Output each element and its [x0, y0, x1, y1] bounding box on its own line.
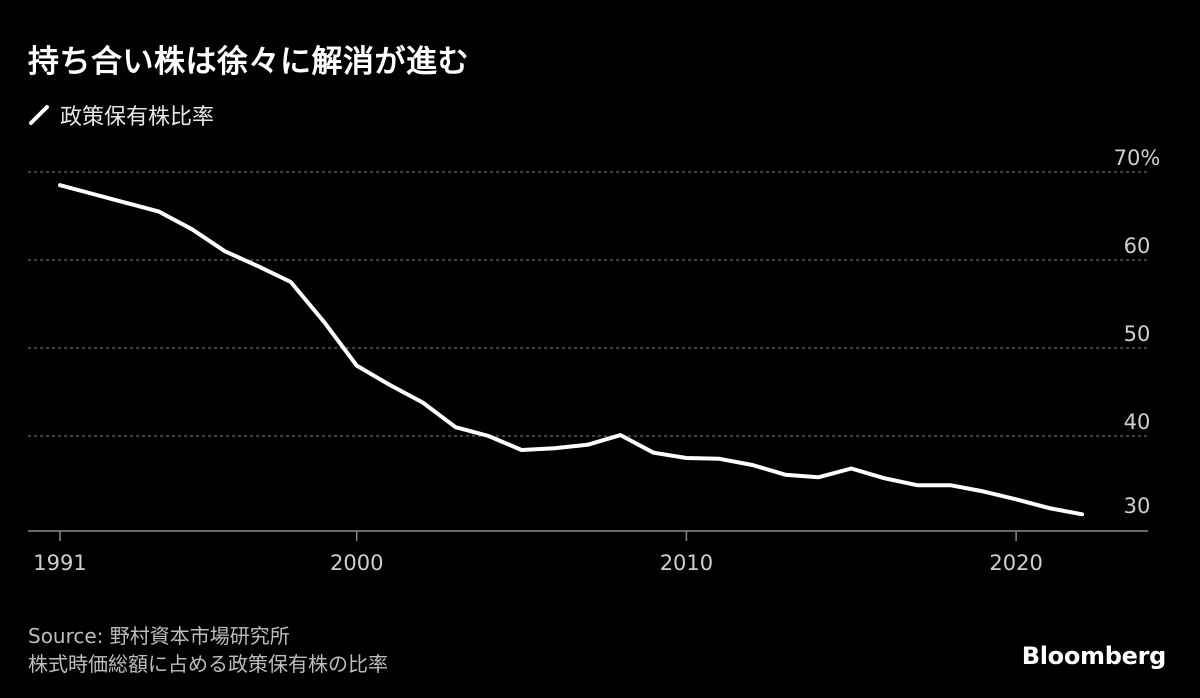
source-note: Source: 野村資本市場研究所 株式時価総額に占める政策保有株の比率 — [28, 622, 388, 678]
y-tick-label-30: 30 — [1124, 494, 1151, 518]
legend-line-icon — [29, 105, 49, 125]
legend-label: 政策保有株比率 — [60, 105, 215, 130]
series-line-0 — [58, 183, 1085, 517]
y-tick-label-50: 50 — [1124, 322, 1151, 346]
y-tick-label-40: 40 — [1124, 410, 1151, 434]
y-tick-label-60: 60 — [1124, 234, 1151, 258]
y-tick-label-70: 70% — [1114, 146, 1161, 170]
x-tick-label-2020: 2020 — [989, 551, 1042, 575]
bloomberg-logo: Bloomberg — [1021, 642, 1167, 670]
source-line-2: 株式時価総額に占める政策保有株の比率 — [28, 652, 388, 676]
legend: 政策保有株比率 — [28, 100, 214, 130]
source-line-1: Source: 野村資本市場研究所 — [28, 624, 290, 648]
x-tick-label-2000: 2000 — [330, 551, 383, 575]
chart-title: 持ち合い株は徐々に解消が進む — [28, 44, 469, 80]
x-tick-label-2010: 2010 — [660, 551, 713, 575]
x-tick-label-1991: 1991 — [33, 551, 86, 575]
